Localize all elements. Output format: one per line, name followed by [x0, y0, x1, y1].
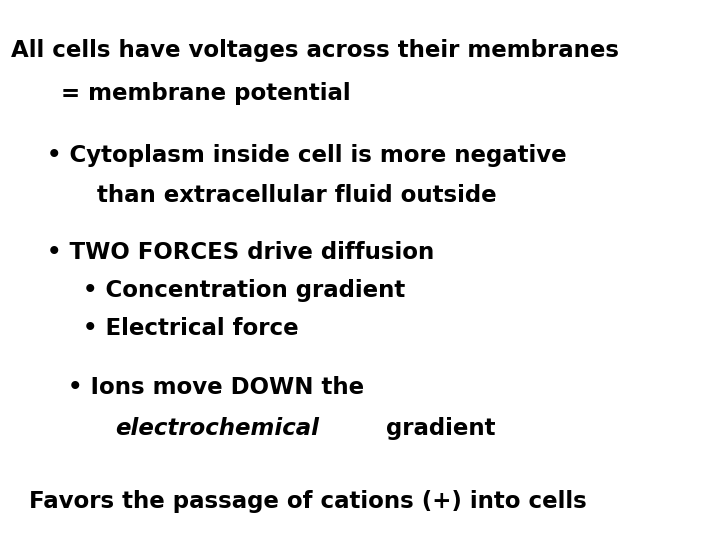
Text: • TWO FORCES drive diffusion: • TWO FORCES drive diffusion — [47, 241, 434, 264]
Text: • Concentration gradient: • Concentration gradient — [83, 279, 405, 302]
Text: All cells have voltages across their membranes: All cells have voltages across their mem… — [11, 39, 618, 62]
Text: than extracellular fluid outside: than extracellular fluid outside — [97, 185, 497, 207]
Text: Favors the passage of cations (+) into cells: Favors the passage of cations (+) into c… — [29, 490, 587, 512]
Text: • Ions move DOWN the: • Ions move DOWN the — [68, 376, 364, 399]
Text: gradient: gradient — [379, 417, 496, 440]
Text: • Electrical force: • Electrical force — [83, 317, 298, 340]
Text: electrochemical: electrochemical — [115, 417, 319, 440]
Text: = membrane potential: = membrane potential — [61, 82, 351, 105]
Text: • Cytoplasm inside cell is more negative: • Cytoplasm inside cell is more negative — [47, 144, 567, 167]
